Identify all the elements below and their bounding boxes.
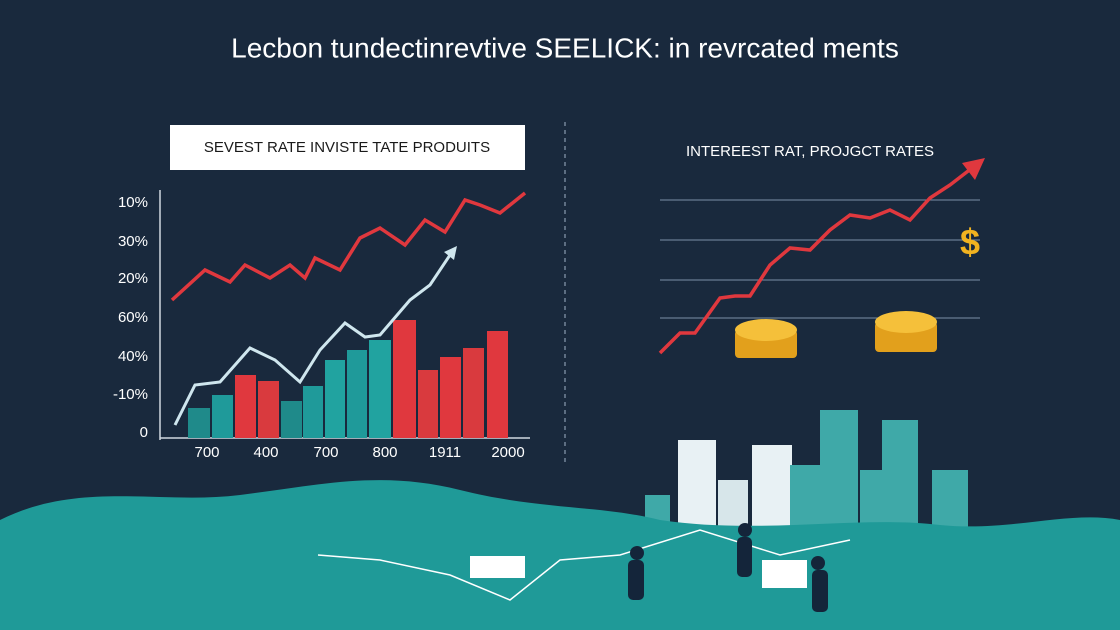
bar [325,360,345,438]
x-label: 400 [253,444,278,461]
figure-body [628,560,644,600]
red-line [170,191,527,302]
coin-top [735,319,797,341]
x-label: 2000 [491,444,524,461]
bank [470,556,525,578]
y-label: 0 [140,424,148,441]
bar [212,395,233,438]
hills [0,480,1120,630]
arrowhead [962,158,985,180]
bar [418,370,438,438]
light-line [173,251,454,426]
building [820,410,858,540]
path-line [317,529,851,601]
bar [281,401,302,438]
left-title-box [170,125,525,170]
x-label: 800 [372,444,397,461]
building [932,470,968,535]
building [752,445,792,540]
building [882,420,918,540]
red-line [658,166,974,355]
shop [762,560,807,588]
left-chart-title: SEVEST RATE INVISTE TATE PRODUITS [204,139,490,156]
coin [875,311,937,352]
y-label: 40% [118,348,148,365]
title: Lecbon tundectinrevtive SEELICK: in revr… [231,32,899,63]
y-label: 60% [118,309,148,326]
y-labels: 10% 30% 20% 60% 40% -10% 0 [113,194,148,441]
bar [303,386,323,438]
bar [440,357,461,438]
bars [188,320,508,438]
figure-body [737,537,752,577]
x-labels: 700 400 700 800 1911 2000 [194,444,524,461]
figure-head [811,556,825,570]
bar [258,381,279,438]
figures [628,523,828,612]
bar [487,331,508,438]
y-label: -10% [113,386,148,403]
x-label: 1911 [429,444,461,461]
y-label: 10% [118,194,148,211]
x-label: 700 [313,444,338,461]
figure-body [812,570,828,612]
figure-head [738,523,752,537]
coin [735,319,797,358]
y-label: 20% [118,270,148,287]
bar [347,350,367,438]
x-label: 700 [194,444,219,461]
bar [188,408,210,438]
bar [463,348,484,438]
bar [369,340,391,438]
right-chart-title: INTEREEST RAT, PROJGCT RATES [686,143,934,160]
dollar-icon: $ [960,222,980,263]
coin-top [875,311,937,333]
bar [235,375,256,438]
figure-head [630,546,644,560]
arrowhead [444,246,457,260]
y-label: 30% [118,233,148,250]
bar [393,320,416,438]
